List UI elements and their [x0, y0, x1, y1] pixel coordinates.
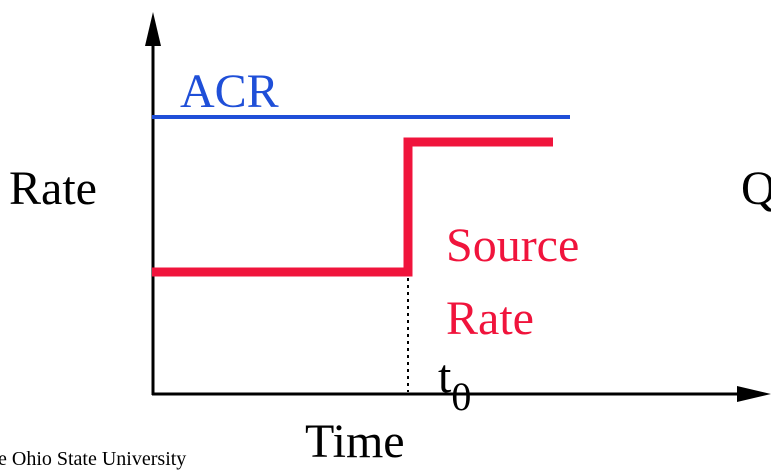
- t0-label-subscript: 0: [451, 374, 472, 419]
- source-rate-label-line1: Source: [446, 219, 580, 272]
- acr-label: ACR: [180, 65, 279, 118]
- source-rate-label-line2: Rate: [446, 292, 534, 345]
- source-rate-line: [152, 137, 553, 277]
- t0-label-base: t: [438, 350, 452, 403]
- t0-label: t0: [438, 353, 471, 417]
- clipped-right-label: Q: [741, 162, 771, 215]
- y-axis-arrowhead: [145, 12, 161, 46]
- y-axis-label: Rate: [9, 162, 97, 215]
- x-axis-arrowhead: [737, 386, 771, 402]
- x-axis-label: Time: [305, 415, 405, 468]
- footer-text: e Ohio State University: [0, 448, 187, 470]
